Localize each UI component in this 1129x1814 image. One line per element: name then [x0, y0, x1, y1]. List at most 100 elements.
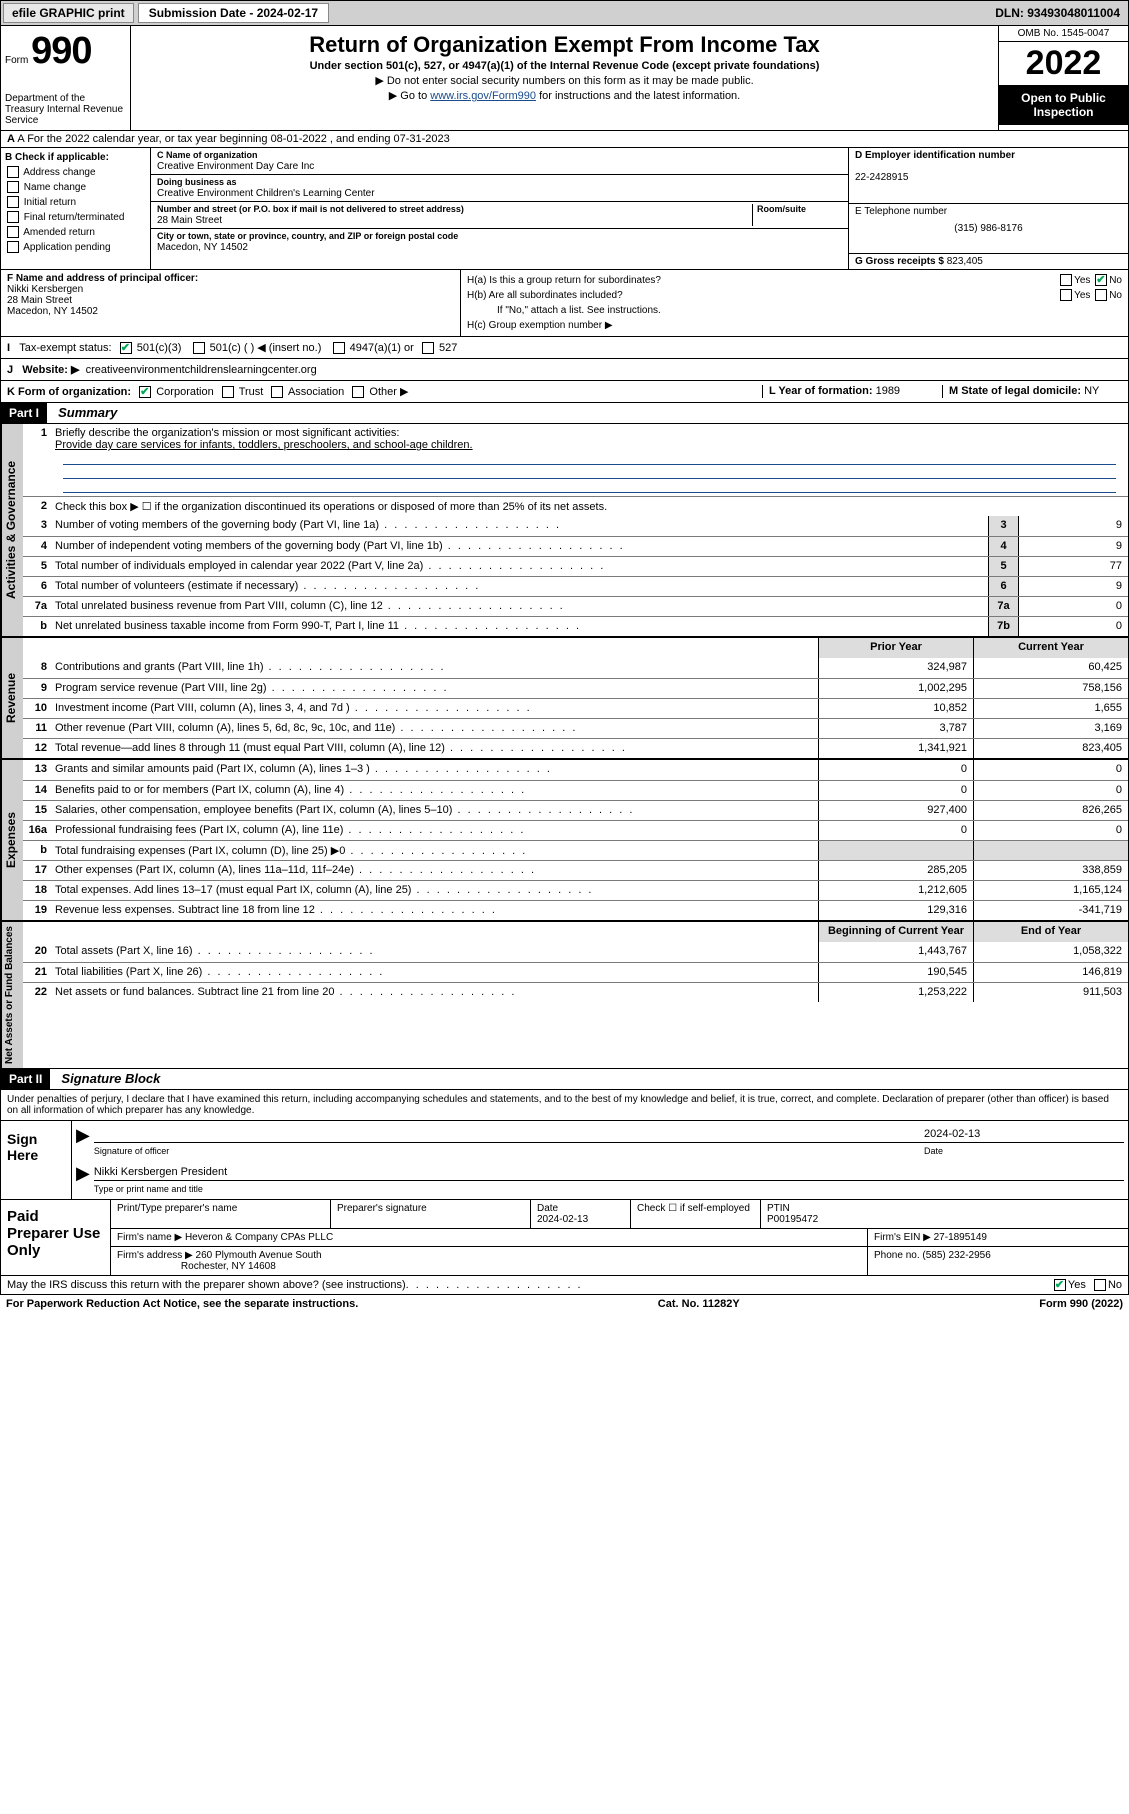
website-label: Website: ▶: [22, 364, 79, 376]
note-link: ▶ Go to www.irs.gov/Form990 for instruct…: [139, 89, 990, 102]
officer-group-row: F Name and address of principal officer:…: [0, 270, 1129, 337]
form-footer: Form 990 (2022): [1039, 1298, 1123, 1310]
table-row: 22 Net assets or fund balances. Subtract…: [23, 982, 1128, 1002]
section-revenue: Revenue: [1, 638, 23, 758]
section-expenses: Expenses: [1, 760, 23, 920]
paperwork-note: For Paperwork Reduction Act Notice, see …: [6, 1298, 358, 1310]
street-address: 28 Main Street: [157, 215, 222, 226]
ein-value: 22-2428915: [855, 172, 908, 183]
prep-sig-label: Preparer's signature: [337, 1203, 427, 1214]
cb-hb-yes[interactable]: [1060, 289, 1072, 301]
cb-assoc[interactable]: [271, 386, 283, 398]
section-governance: Activities & Governance: [1, 424, 23, 636]
year-formation: 1989: [876, 385, 900, 397]
date-label: Date: [924, 1146, 943, 1156]
discuss-row: May the IRS discuss this return with the…: [0, 1276, 1129, 1295]
addr-label: Number and street (or P.O. box if mail i…: [157, 204, 464, 214]
ptin-value: P00195472: [767, 1214, 818, 1225]
website-value: creativeenvironmentchildrenslearningcent…: [86, 364, 317, 376]
group-hc: H(c) Group exemption number ▶: [467, 318, 1122, 333]
row-k-form-org: K Form of organization: Corporation Trus…: [0, 381, 1129, 403]
year-formation-label: L Year of formation:: [769, 385, 873, 397]
table-row: 14 Benefits paid to or for members (Part…: [23, 780, 1128, 800]
irs-link[interactable]: www.irs.gov/Form990: [430, 90, 536, 102]
form-header: Form 990 Department of the Treasury Inte…: [0, 26, 1129, 131]
cb-name-change[interactable]: [7, 181, 19, 193]
tax-status-label: Tax-exempt status:: [19, 342, 111, 354]
line-2-checkbox: Check this box ▶ ☐ if the organization d…: [51, 497, 1128, 516]
cb-527[interactable]: [422, 342, 434, 354]
mission-text: Provide day care services for infants, t…: [55, 439, 473, 451]
omb-number: OMB No. 1545-0047: [999, 26, 1128, 42]
note-pre: ▶ Go to: [389, 90, 430, 102]
part-2: Part II Signature Block Under penalties …: [0, 1069, 1129, 1121]
cb-address-change[interactable]: [7, 166, 19, 178]
firm-phone: (585) 232-2956: [922, 1250, 990, 1261]
submission-date: Submission Date - 2024-02-17: [138, 3, 329, 23]
part-1-header: Part I: [1, 403, 47, 423]
firm-phone-label: Phone no.: [874, 1250, 920, 1261]
row-i-tax-status: I Tax-exempt status: 501(c)(3) 501(c) ( …: [0, 337, 1129, 359]
top-bar: efile GRAPHIC print Submission Date - 20…: [0, 0, 1129, 26]
tax-year: 2022: [999, 42, 1128, 85]
state-domicile-label: M State of legal domicile:: [949, 385, 1081, 397]
hdr-prior-year: Prior Year: [818, 638, 973, 658]
mission-label: Briefly describe the organization's miss…: [55, 427, 399, 439]
group-hb-note: If "No," attach a list. See instructions…: [467, 303, 1122, 318]
firm-name: Heveron & Company CPAs PLLC: [185, 1232, 333, 1243]
firm-addr: 260 Plymouth Avenue South: [196, 1250, 322, 1261]
table-row: 12 Total revenue—add lines 8 through 11 …: [23, 738, 1128, 758]
paid-preparer-block: Paid Preparer Use Only Print/Type prepar…: [0, 1200, 1129, 1276]
sign-here-label: Sign Here: [1, 1121, 71, 1199]
group-ha: H(a) Is this a group return for subordin…: [467, 275, 661, 286]
table-row: 13 Grants and similar amounts paid (Part…: [23, 760, 1128, 780]
phone-label: E Telephone number: [855, 206, 947, 217]
cb-initial-return[interactable]: [7, 196, 19, 208]
org-name: Creative Environment Day Care Inc: [157, 161, 314, 172]
identity-block: B Check if applicable: Address change Na…: [0, 148, 1129, 270]
cb-ha-no[interactable]: [1095, 274, 1107, 286]
row-j-website: J Website: ▶ creativeenvironmentchildren…: [0, 359, 1129, 381]
cb-discuss-no[interactable]: [1094, 1279, 1106, 1291]
dba-name: Creative Environment Children's Learning…: [157, 188, 375, 199]
cb-501c3[interactable]: [120, 342, 132, 354]
efile-button[interactable]: efile GRAPHIC print: [3, 3, 134, 23]
cb-discuss-yes[interactable]: [1054, 1279, 1066, 1291]
gross-value: 823,405: [947, 256, 983, 267]
part-2-title: Signature Block: [53, 1069, 168, 1088]
col-b-title: B Check if applicable:: [5, 152, 109, 163]
paid-preparer-label: Paid Preparer Use Only: [1, 1200, 111, 1275]
cb-trust[interactable]: [222, 386, 234, 398]
note-ssn: ▶ Do not enter social security numbers o…: [139, 74, 990, 87]
cb-hb-no[interactable]: [1095, 289, 1107, 301]
city-label: City or town, state or province, country…: [157, 231, 458, 241]
cb-amended[interactable]: [7, 226, 19, 238]
officer-addr1: 28 Main Street: [7, 295, 72, 306]
firm-addr-label: Firm's address ▶: [117, 1250, 193, 1261]
form-label: Form: [5, 55, 28, 66]
table-row: b Net unrelated business taxable income …: [23, 616, 1128, 636]
cb-corp[interactable]: [139, 386, 151, 398]
state-domicile: NY: [1084, 385, 1099, 397]
firm-name-label: Firm's name ▶: [117, 1232, 182, 1243]
table-row: 6 Total number of volunteers (estimate i…: [23, 576, 1128, 596]
declaration-text: Under penalties of perjury, I declare th…: [1, 1090, 1128, 1120]
cb-other[interactable]: [352, 386, 364, 398]
prep-self-emp: Check ☐ if self-employed: [637, 1203, 750, 1214]
col-b-checkboxes: B Check if applicable: Address change Na…: [1, 148, 151, 269]
prep-name-label: Print/Type preparer's name: [117, 1203, 237, 1214]
dept-label: Department of the Treasury Internal Reve…: [5, 93, 126, 126]
dln-label: DLN: 93493048011004: [995, 6, 1128, 20]
cb-final-return[interactable]: [7, 211, 19, 223]
dba-label: Doing business as: [157, 177, 237, 187]
cb-app-pending[interactable]: [7, 241, 19, 253]
hdr-end-year: End of Year: [973, 922, 1128, 942]
sig-name-title: Nikki Kersbergen President: [94, 1166, 227, 1178]
sign-here-block: Sign Here ▶ Signature of officer 2024-02…: [0, 1121, 1129, 1200]
cb-4947[interactable]: [333, 342, 345, 354]
cb-ha-yes[interactable]: [1060, 274, 1072, 286]
cb-501c[interactable]: [193, 342, 205, 354]
table-row: 4 Number of independent voting members o…: [23, 536, 1128, 556]
group-hb: H(b) Are all subordinates included?: [467, 290, 623, 301]
open-inspection: Open to Public Inspection: [999, 85, 1128, 125]
